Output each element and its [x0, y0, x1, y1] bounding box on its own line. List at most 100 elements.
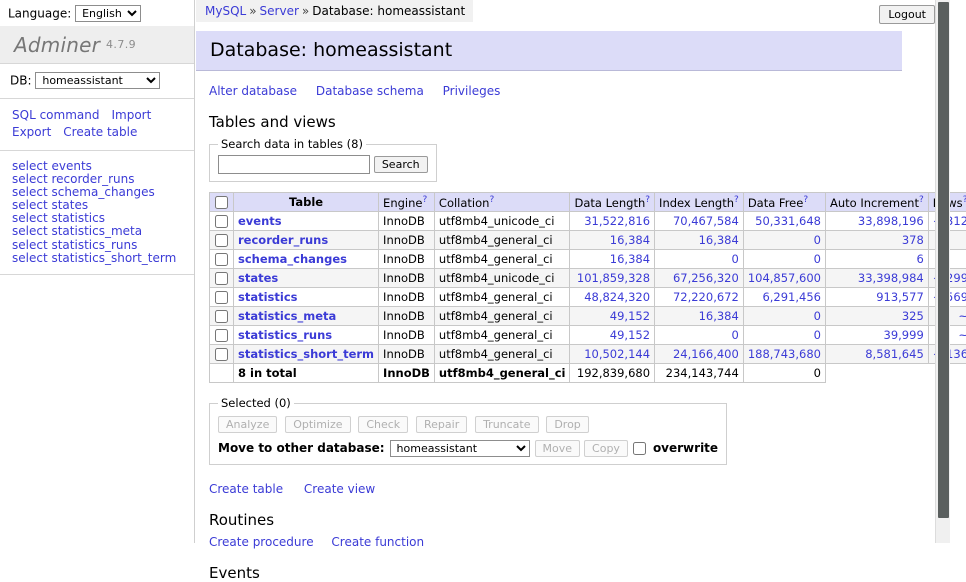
create-table-main-link[interactable]: Create table	[209, 482, 283, 496]
tables-table: Table Engine? Collation? Data Length? In…	[209, 192, 966, 383]
header-index-length-label: Index Length	[659, 195, 734, 209]
row-data-free: 188,743,680	[743, 345, 825, 364]
header-engine[interactable]: Engine?	[379, 193, 435, 212]
copy-button[interactable]: Copy	[584, 440, 628, 457]
header-auto-increment[interactable]: Auto Increment?	[825, 193, 928, 212]
row-data-length: 16,384	[570, 231, 655, 250]
breadcrumb: MySQL»Server»Database: homeassistant	[196, 0, 473, 22]
row-engine: InnoDB	[379, 250, 435, 269]
row-index-length: 16,384	[655, 307, 744, 326]
table-link[interactable]: states	[238, 271, 278, 285]
database-schema-link[interactable]: Database schema	[316, 84, 424, 98]
database-actions: Alter database Database schema Privilege…	[196, 71, 950, 98]
sql-command-link[interactable]: SQL command	[12, 108, 99, 122]
scrollbar-thumb[interactable]	[938, 2, 949, 518]
breadcrumb-server-type[interactable]: MySQL	[205, 4, 246, 18]
alter-database-link[interactable]: Alter database	[209, 84, 297, 98]
overwrite-label[interactable]: overwrite	[653, 441, 718, 455]
adminer-version: 4.7.9	[106, 38, 136, 51]
row-data-free: 0	[743, 326, 825, 345]
row-data-free: 0	[743, 231, 825, 250]
row-table-name: statistics	[234, 288, 379, 307]
search-button[interactable]: Search	[374, 156, 428, 173]
row-checkbox[interactable]	[215, 253, 228, 266]
move-database-select[interactable]: homeassistant	[390, 440, 530, 457]
vertical-scrollbar[interactable]	[935, 0, 950, 543]
import-link[interactable]: Import	[111, 108, 151, 122]
help-icon[interactable]: ?	[734, 195, 739, 205]
header-index-length[interactable]: Index Length?	[655, 193, 744, 212]
total-data-free: 0	[743, 364, 825, 383]
table-row[interactable]: recorder_runs InnoDB utf8mb4_general_ci …	[210, 231, 966, 250]
row-engine: InnoDB	[379, 212, 435, 231]
create-links-row: Create table Create view	[209, 482, 950, 496]
help-icon[interactable]: ?	[803, 195, 808, 205]
optimize-button[interactable]: Optimize	[285, 416, 350, 433]
page-title: Database: homeassistant	[196, 31, 902, 71]
row-checkbox[interactable]	[215, 234, 228, 247]
row-checkbox[interactable]	[215, 272, 228, 285]
select-statistics-runs-link[interactable]: select statistics_runs	[12, 239, 194, 252]
table-row[interactable]: schema_changes InnoDB utf8mb4_general_ci…	[210, 250, 966, 269]
create-view-link[interactable]: Create view	[304, 482, 375, 496]
overwrite-checkbox[interactable]	[633, 442, 646, 455]
search-input[interactable]	[218, 155, 370, 174]
select-statistics-short-term-link[interactable]: select statistics_short_term	[12, 252, 194, 265]
table-link[interactable]: statistics_meta	[238, 309, 336, 323]
header-data-free[interactable]: Data Free?	[743, 193, 825, 212]
table-link[interactable]: schema_changes	[238, 252, 347, 266]
row-checkbox[interactable]	[215, 310, 228, 323]
table-link[interactable]: statistics_short_term	[238, 347, 374, 361]
header-table[interactable]: Table	[234, 193, 379, 212]
truncate-button[interactable]: Truncate	[475, 416, 538, 433]
create-procedure-link[interactable]: Create procedure	[209, 535, 314, 549]
help-icon[interactable]: ?	[489, 195, 494, 205]
create-function-link[interactable]: Create function	[331, 535, 424, 549]
header-auto-increment-label: Auto Increment	[830, 195, 919, 209]
help-icon[interactable]: ?	[422, 195, 427, 205]
row-index-length: 24,166,400	[655, 345, 744, 364]
header-data-length[interactable]: Data Length?	[570, 193, 655, 212]
privileges-link[interactable]: Privileges	[443, 84, 501, 98]
move-button[interactable]: Move	[535, 440, 581, 457]
row-table-name: recorder_runs	[234, 231, 379, 250]
table-link[interactable]: statistics_runs	[238, 328, 332, 342]
help-icon[interactable]: ?	[645, 195, 650, 205]
repair-button[interactable]: Repair	[416, 416, 467, 433]
tables-list-container: Table Engine? Collation? Data Length? In…	[209, 192, 950, 383]
table-total-row: 8 in total InnoDB utf8mb4_general_ci 192…	[210, 364, 966, 383]
language-select[interactable]: English	[75, 5, 141, 22]
table-link[interactable]: recorder_runs	[238, 233, 328, 247]
row-checkbox[interactable]	[215, 291, 228, 304]
row-auto-increment: 8,581,645	[825, 345, 928, 364]
db-select[interactable]: homeassistant	[35, 72, 160, 89]
drop-button[interactable]: Drop	[546, 416, 588, 433]
select-all-checkbox[interactable]	[215, 196, 228, 209]
row-checkbox[interactable]	[215, 348, 228, 361]
header-collation[interactable]: Collation?	[434, 193, 570, 212]
row-table-name: events	[234, 212, 379, 231]
table-row[interactable]: statistics InnoDB utf8mb4_general_ci 48,…	[210, 288, 966, 307]
table-row[interactable]: states InnoDB utf8mb4_unicode_ci 101,859…	[210, 269, 966, 288]
row-checkbox[interactable]	[215, 215, 228, 228]
help-icon[interactable]: ?	[919, 195, 924, 205]
table-row[interactable]: statistics_meta InnoDB utf8mb4_general_c…	[210, 307, 966, 326]
row-checkbox[interactable]	[215, 329, 228, 342]
logout-button[interactable]: Logout	[879, 5, 935, 24]
table-link[interactable]: statistics	[238, 290, 298, 304]
table-link[interactable]: events	[238, 214, 282, 228]
check-button[interactable]: Check	[358, 416, 408, 433]
table-row[interactable]: statistics_short_term InnoDB utf8mb4_gen…	[210, 345, 966, 364]
breadcrumb-server[interactable]: Server	[260, 4, 299, 18]
row-table-name: statistics_meta	[234, 307, 379, 326]
total-data-length: 192,839,680	[570, 364, 655, 383]
table-row[interactable]: events InnoDB utf8mb4_unicode_ci 31,522,…	[210, 212, 966, 231]
table-row[interactable]: statistics_runs InnoDB utf8mb4_general_c…	[210, 326, 966, 345]
analyze-button[interactable]: Analyze	[218, 416, 277, 433]
export-link[interactable]: Export	[12, 125, 51, 139]
create-table-link[interactable]: Create table	[63, 125, 137, 139]
header-table-label: Table	[289, 195, 323, 209]
select-statistics-meta-link[interactable]: select statistics_meta	[12, 225, 194, 238]
row-engine: InnoDB	[379, 269, 435, 288]
row-auto-increment: 913,577	[825, 288, 928, 307]
